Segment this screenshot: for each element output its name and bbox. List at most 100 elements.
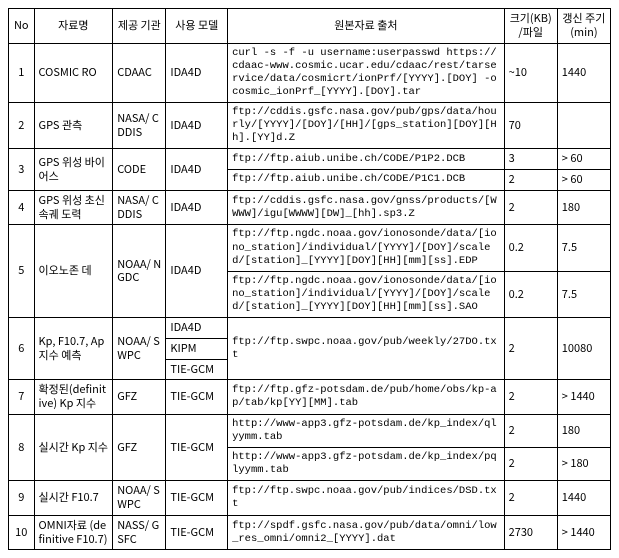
cell: KIPM: [166, 338, 228, 359]
cell: ftp://ftp.swpc.noaa.gov/pub/indices/DSD.…: [228, 481, 505, 516]
table-row: 1COSMIC ROCDAACIDA4Dcurl -s -f -u userna…: [9, 43, 611, 103]
cell: > 1440: [557, 380, 610, 415]
cell: COSMIC RO: [34, 43, 113, 103]
cell: 2: [504, 380, 557, 415]
cell: 3: [504, 149, 557, 170]
cell: ftp://spdf.gsfc.nasa.gov/pub/data/omni/l…: [228, 515, 505, 550]
cell: 7.5: [557, 271, 610, 317]
cell: NOAA/ NGDC: [113, 225, 166, 318]
cell: http://www-app3.gfz-potsdam.de/kp_index/…: [228, 414, 505, 447]
cell: GPS 위성 초신속궤 도력: [34, 190, 113, 225]
cell: 0.2: [504, 225, 557, 271]
cell: GPS 위성 바이어스: [34, 149, 113, 191]
cell: 7: [9, 380, 35, 415]
col-size: 크기(KB) /파일: [504, 9, 557, 44]
cell: IDA4D: [166, 190, 228, 225]
cell: ftp://cddis.gsfc.nasa.gov/pub/gps/data/h…: [228, 103, 505, 149]
cell: 1: [9, 43, 35, 103]
cell: 10080: [557, 318, 610, 380]
cell: 1440: [557, 43, 610, 103]
cell: CDAAC: [113, 43, 166, 103]
cell: curl -s -f -u username:userpasswd https:…: [228, 43, 505, 103]
cell: ftp://cddis.gsfc.nasa.gov/gnss/products/…: [228, 190, 505, 225]
cell: 2: [9, 103, 35, 149]
cell: TIE-GCM: [166, 359, 228, 380]
cell: NASS/ GSFC: [113, 515, 166, 550]
table-row: 2GPS 관측NASA/ CDDISIDA4Dftp://cddis.gsfc.…: [9, 103, 611, 149]
cell: 0.2: [504, 271, 557, 317]
cell: TIE-GCM: [166, 414, 228, 481]
cell: > 60: [557, 149, 610, 170]
cell: 8: [9, 414, 35, 481]
cell: ftp://ftp.ngdc.noaa.gov/ionosonde/data/[…: [228, 271, 505, 317]
cell: 이오노존 데: [34, 225, 113, 318]
cell: 확정된(definitive) Kp 지수: [34, 380, 113, 415]
col-src: 원본자료 출처: [228, 9, 505, 44]
cell: > 1440: [557, 515, 610, 550]
cell: [557, 103, 610, 149]
col-no: No: [9, 9, 35, 44]
cell: ftp://ftp.swpc.noaa.gov/pub/weekly/27DO.…: [228, 318, 505, 380]
table-row: 4GPS 위성 초신속궤 도력NASA/ CDDISIDA4Dftp://cdd…: [9, 190, 611, 225]
table-row: 3GPS 위성 바이어스CODEIDA4Dftp://ftp.aiub.unib…: [9, 149, 611, 170]
cell: ftp://ftp.ngdc.noaa.gov/ionosonde/data/[…: [228, 225, 505, 271]
cell: IDA4D: [166, 43, 228, 103]
cell: 2: [504, 414, 557, 447]
cell: TIE-GCM: [166, 481, 228, 516]
cell: 2: [504, 481, 557, 516]
cell: IDA4D: [166, 103, 228, 149]
cell: 6: [9, 318, 35, 380]
cell: 2: [504, 170, 557, 191]
cell: > 60: [557, 170, 610, 191]
cell: ftp://ftp.gfz-potsdam.de/pub/home/obs/kp…: [228, 380, 505, 415]
cell: 9: [9, 481, 35, 516]
col-name: 자료명: [34, 9, 113, 44]
table-row: 9실시간 F10.7NOAA/ SWPCTIE-GCMftp://ftp.swp…: [9, 481, 611, 516]
cell: ftp://ftp.aiub.unibe.ch/CODE/P1C1.DCB: [228, 170, 505, 191]
cell: NOAA/ SWPC: [113, 318, 166, 380]
cell: IDA4D: [166, 225, 228, 318]
cell: IDA4D: [166, 318, 228, 339]
cell: 10: [9, 515, 35, 550]
col-org: 제공 기관: [113, 9, 166, 44]
cell: 5: [9, 225, 35, 318]
cell: CODE: [113, 149, 166, 191]
cell: 1440: [557, 481, 610, 516]
cell: TIE-GCM: [166, 380, 228, 415]
cell: 4: [9, 190, 35, 225]
cell: GPS 관측: [34, 103, 113, 149]
cell: GFZ: [113, 414, 166, 481]
cell: 2: [504, 448, 557, 481]
cell: OMNI자료 (definitive F10.7): [34, 515, 113, 550]
cell: NASA/ CDDIS: [113, 103, 166, 149]
cell: 2: [504, 318, 557, 380]
cell: 180: [557, 414, 610, 447]
table-row: 10OMNI자료 (definitive F10.7)NASS/ GSFCTIE…: [9, 515, 611, 550]
cell: IDA4D: [166, 149, 228, 191]
cell: > 180: [557, 448, 610, 481]
cell: TIE-GCM: [166, 515, 228, 550]
table-row: 5이오노존 데NOAA/ NGDCIDA4Dftp://ftp.ngdc.noa…: [9, 225, 611, 271]
col-upd: 갱신 주기(min): [557, 9, 610, 44]
cell: ftp://ftp.aiub.unibe.ch/CODE/P1P2.DCB: [228, 149, 505, 170]
table-row: 8실시간 Kp 지수GFZTIE-GCMhttp://www-app3.gfz-…: [9, 414, 611, 447]
cell: http://www-app3.gfz-potsdam.de/kp_index/…: [228, 448, 505, 481]
cell: ~10: [504, 43, 557, 103]
cell: 180: [557, 190, 610, 225]
cell: 2730: [504, 515, 557, 550]
cell: 70: [504, 103, 557, 149]
cell: NOAA/ SWPC: [113, 481, 166, 516]
cell: 2: [504, 190, 557, 225]
table-row: 7확정된(definitive) Kp 지수GFZTIE-GCMftp://ft…: [9, 380, 611, 415]
table-row: 6Kp, F10.7, Ap 지수 예측NOAA/ SWPCIDA4Dftp:/…: [9, 318, 611, 339]
table-header-row: No 자료명 제공 기관 사용 모델 원본자료 출처 크기(KB) /파일 갱신…: [9, 9, 611, 44]
cell: NASA/ CDDIS: [113, 190, 166, 225]
cell: 7.5: [557, 225, 610, 271]
cell: 3: [9, 149, 35, 191]
cell: Kp, F10.7, Ap 지수 예측: [34, 318, 113, 380]
data-source-table: No 자료명 제공 기관 사용 모델 원본자료 출처 크기(KB) /파일 갱신…: [8, 8, 611, 550]
col-model: 사용 모델: [166, 9, 228, 44]
cell: 실시간 F10.7: [34, 481, 113, 516]
cell: 실시간 Kp 지수: [34, 414, 113, 481]
cell: GFZ: [113, 380, 166, 415]
